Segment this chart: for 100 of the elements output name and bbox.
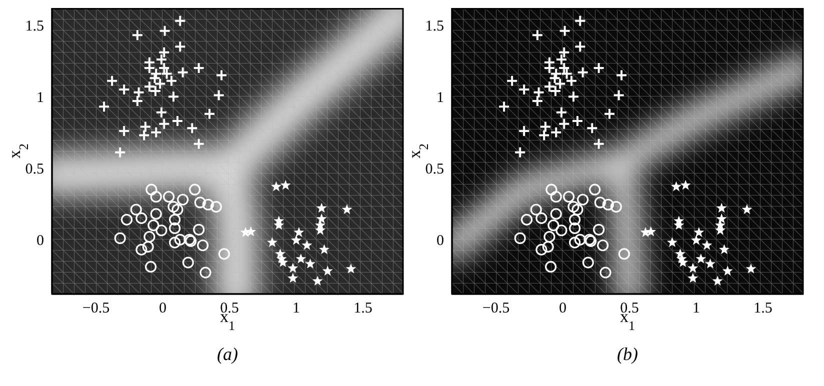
point — [192, 62, 205, 74]
y-tick-label: 1 — [36, 90, 44, 106]
point — [555, 106, 568, 118]
point — [146, 184, 158, 196]
point — [192, 138, 205, 150]
point — [742, 204, 752, 214]
point — [691, 234, 702, 245]
point — [574, 14, 586, 27]
point — [576, 194, 589, 206]
point — [574, 40, 586, 53]
point — [131, 94, 144, 107]
text: (a) — [216, 344, 239, 365]
point — [172, 204, 184, 216]
point — [194, 196, 206, 208]
point — [144, 261, 157, 273]
point — [558, 24, 571, 37]
point — [155, 106, 168, 118]
point — [615, 69, 628, 82]
point — [688, 272, 698, 283]
y-tick-label: 0.5 — [25, 161, 44, 178]
point — [210, 200, 222, 213]
point — [168, 236, 181, 248]
point — [118, 84, 130, 96]
point — [612, 89, 625, 102]
point — [168, 200, 180, 213]
point — [316, 202, 327, 213]
point — [542, 241, 554, 253]
point — [556, 224, 568, 236]
point — [302, 240, 312, 250]
point — [514, 146, 526, 158]
point — [571, 114, 584, 127]
point — [162, 190, 175, 203]
point — [150, 126, 162, 138]
point — [514, 232, 526, 244]
point — [312, 276, 323, 286]
x-tick-label: −0.5 — [482, 300, 510, 317]
point — [593, 224, 605, 236]
point — [600, 266, 612, 278]
point — [716, 213, 727, 224]
point — [174, 40, 186, 53]
point — [603, 108, 616, 120]
point — [550, 208, 562, 220]
point — [189, 184, 201, 196]
x-tick-label: 1 — [692, 300, 700, 317]
y-tick-label: 1 — [436, 90, 444, 106]
point — [544, 261, 557, 273]
point — [520, 214, 533, 226]
point — [694, 227, 704, 237]
point — [544, 231, 556, 243]
point — [132, 86, 145, 98]
point — [346, 263, 356, 274]
point — [114, 232, 126, 244]
point — [539, 120, 552, 133]
point — [532, 86, 545, 98]
point — [174, 234, 186, 246]
point — [746, 263, 756, 274]
point — [589, 184, 601, 196]
point — [567, 90, 580, 103]
point — [186, 122, 198, 134]
point — [722, 266, 733, 276]
y-tick-label: 0.5 — [425, 161, 444, 178]
y-tick-label: 0 — [436, 232, 444, 249]
point — [288, 272, 298, 283]
point — [168, 214, 181, 226]
point — [518, 124, 530, 137]
point — [538, 129, 550, 142]
point — [138, 129, 150, 142]
point — [203, 108, 216, 120]
point — [546, 184, 558, 196]
y-tick-label: 1.5 — [25, 18, 44, 34]
x-tick-label: −0.5 — [82, 300, 110, 317]
point — [712, 276, 723, 286]
point — [212, 89, 225, 102]
point — [142, 241, 154, 253]
point — [716, 202, 727, 213]
point — [118, 124, 130, 137]
point — [719, 244, 730, 254]
point — [193, 224, 205, 236]
point — [572, 204, 584, 216]
point — [158, 118, 170, 130]
point — [594, 196, 606, 208]
point — [131, 29, 144, 42]
point — [597, 240, 609, 252]
point — [176, 194, 189, 206]
point — [536, 244, 548, 256]
point — [150, 208, 162, 220]
point — [592, 138, 605, 150]
point — [197, 240, 209, 252]
point — [696, 253, 706, 264]
point — [294, 227, 304, 237]
point — [702, 240, 712, 250]
point — [550, 126, 562, 138]
x-tick-label: 0 — [559, 300, 567, 317]
point — [144, 231, 156, 243]
point — [582, 256, 594, 268]
point — [136, 212, 148, 224]
point — [148, 220, 160, 232]
point — [705, 258, 716, 268]
point — [670, 181, 682, 192]
point — [610, 200, 622, 213]
